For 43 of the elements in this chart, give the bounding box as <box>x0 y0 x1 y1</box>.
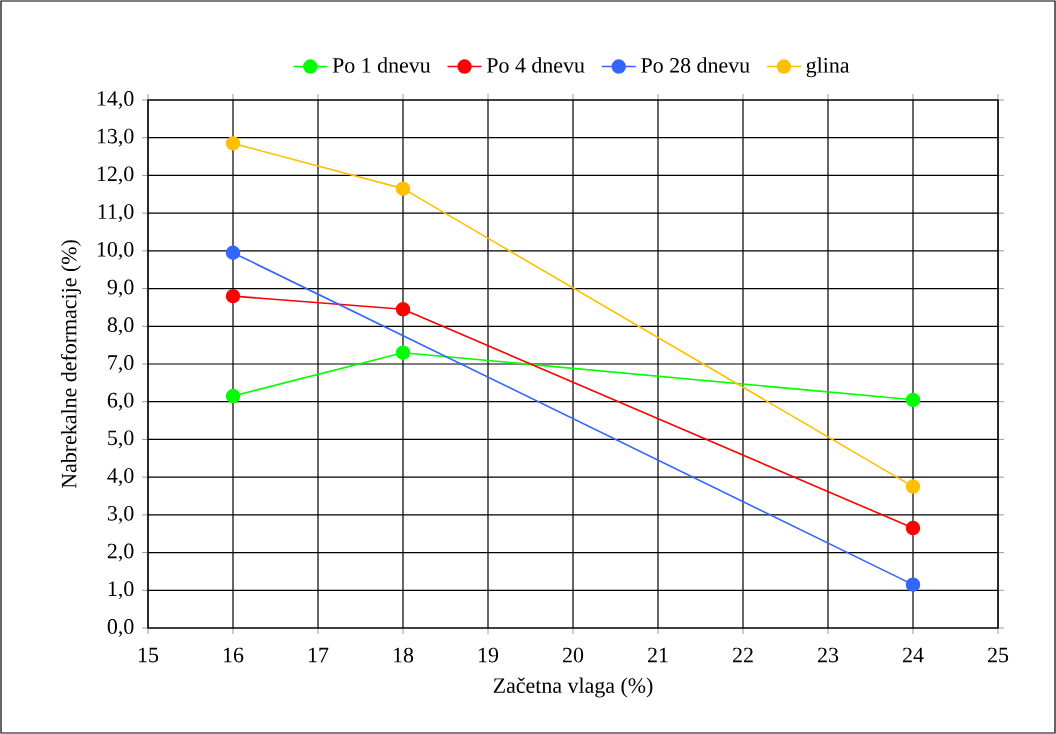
point <box>905 479 921 494</box>
point <box>395 345 411 360</box>
legend-label: Po 28 dnevu <box>641 57 750 73</box>
y-tick-label: 12,0 <box>97 166 134 185</box>
y-tick-label: 3,0 <box>107 505 134 524</box>
point <box>905 520 921 536</box>
y-tick-label: 0,0 <box>107 619 134 637</box>
point <box>395 181 411 196</box>
x-tick-label: 15 <box>138 647 159 663</box>
y-tick-label: 5,0 <box>108 430 134 449</box>
x-tick-label: 18 <box>393 647 414 663</box>
legend-label: Po 4 dnevu <box>486 57 585 73</box>
x-tick-label: 20 <box>563 647 584 663</box>
x-tick-label: 16 <box>223 647 244 663</box>
x-tick-label: 19 <box>478 647 499 663</box>
point <box>395 302 411 317</box>
y-tick-label: 7,0 <box>108 355 134 373</box>
x-tick-label: 21 <box>648 647 668 663</box>
point <box>905 577 921 592</box>
legend-label: Po 1 dnevu <box>332 57 431 73</box>
point <box>225 388 241 404</box>
y-tick-label: 9,0 <box>107 279 134 298</box>
x-tick-label: 23 <box>818 647 839 663</box>
x-tick-label: 25 <box>988 647 1009 663</box>
point <box>225 245 241 260</box>
x-tick-label: 24 <box>903 647 924 663</box>
y-tick-label: 11,0 <box>98 204 134 223</box>
legend-label: glina <box>806 57 850 78</box>
y-tick-label: 1,0 <box>108 581 134 600</box>
y-tick-label: 14,0 <box>97 91 134 109</box>
y-tick-label: 8,0 <box>107 317 134 336</box>
y-tick-label: 6,0 <box>107 392 134 411</box>
x-tick-label: 22 <box>733 647 753 663</box>
y-tick-label: 13,0 <box>97 128 134 147</box>
point <box>225 288 241 304</box>
y-tick-label: 10,0 <box>97 241 134 260</box>
x-tick-label: 17 <box>308 647 329 663</box>
point <box>905 392 921 408</box>
point <box>225 136 241 151</box>
y-axis-title: Nabrekalne deformacije (%) <box>60 240 81 489</box>
y-tick-label: 4,0 <box>107 468 134 487</box>
y-tick-label: 2,0 <box>107 543 134 562</box>
x-axis-title: Začetna vlaga (%) <box>493 677 653 698</box>
